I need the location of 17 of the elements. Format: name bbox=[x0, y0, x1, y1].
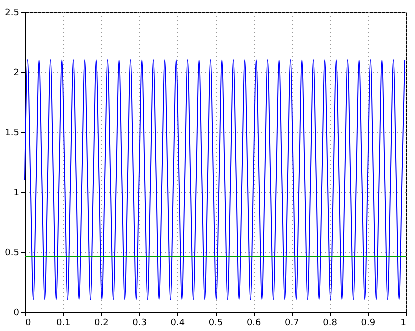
y-tick-label: 1 bbox=[14, 188, 20, 198]
x-tick-label: 0.3 bbox=[132, 318, 147, 328]
x-tick-label: 0.9 bbox=[361, 318, 376, 328]
y-tick-label: 0.5 bbox=[5, 248, 20, 258]
x-tick-label: 0.5 bbox=[208, 318, 224, 328]
x-tick-label: 1 bbox=[400, 318, 406, 328]
y-tick-label: 2.5 bbox=[5, 8, 20, 18]
x-tick-label: 0.4 bbox=[170, 318, 186, 328]
y-tick-label: 0 bbox=[14, 308, 20, 318]
x-tick-label: 0.7 bbox=[285, 318, 300, 328]
x-tick-label: 0 bbox=[26, 318, 32, 328]
x-tick-label: 0.1 bbox=[56, 318, 71, 328]
x-tick-label: 0.2 bbox=[94, 318, 109, 328]
x-tick-label: 0.6 bbox=[246, 318, 262, 328]
y-tick-label: 1.5 bbox=[5, 128, 20, 138]
x-tick-label: 0.8 bbox=[323, 318, 338, 328]
y-tick-label: 2 bbox=[14, 68, 20, 78]
